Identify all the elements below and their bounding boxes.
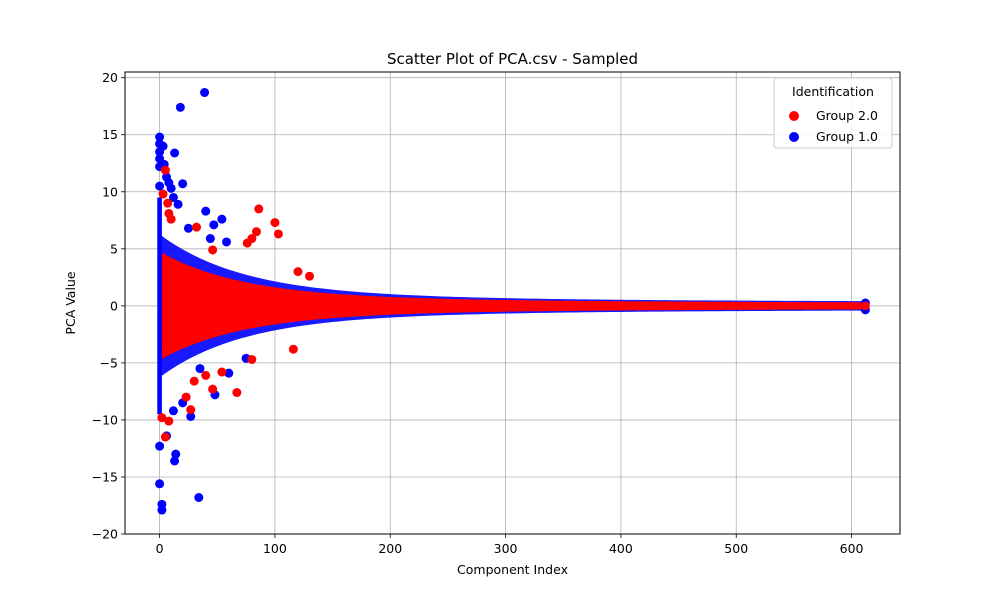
data-point <box>221 237 231 247</box>
data-point <box>157 499 167 509</box>
chart-title: Scatter Plot of PCA.csv - Sampled <box>387 50 638 68</box>
y-tick-label: −20 <box>92 527 118 542</box>
x-tick-label: 300 <box>494 541 518 556</box>
legend: Identification Group 2.0 Group 1.0 <box>773 77 893 149</box>
data-point <box>166 183 176 193</box>
data-point <box>208 384 218 394</box>
y-tick-label: −5 <box>100 355 118 370</box>
data-point <box>163 198 173 208</box>
data-point <box>155 132 165 142</box>
density-band-left <box>157 197 162 415</box>
data-point <box>247 354 257 364</box>
legend-marker-group-1 <box>789 132 799 142</box>
x-tick-label: 600 <box>840 541 864 556</box>
data-point <box>170 148 180 158</box>
data-point <box>189 376 199 386</box>
legend-box <box>773 77 893 149</box>
data-point <box>164 416 174 426</box>
data-point <box>168 192 178 202</box>
x-tick-label: 400 <box>609 541 633 556</box>
data-point <box>254 204 264 214</box>
data-point <box>173 199 183 209</box>
data-point <box>155 181 165 191</box>
data-point <box>195 364 205 374</box>
y-axis-label: PCA Value <box>63 271 78 334</box>
data-point <box>155 441 165 451</box>
data-point <box>251 227 261 237</box>
y-tick-label: −10 <box>92 412 118 427</box>
data-point <box>209 220 219 230</box>
y-tick-label: 15 <box>102 127 118 142</box>
data-point <box>232 388 242 398</box>
data-point <box>217 214 227 224</box>
data-point <box>293 267 303 277</box>
data-point <box>201 370 211 380</box>
data-point <box>160 432 170 442</box>
legend-label-group-1: Group 1.0 <box>816 129 878 144</box>
data-point <box>186 412 196 422</box>
data-point <box>175 102 185 112</box>
data-point <box>157 413 167 423</box>
data-point <box>270 218 280 228</box>
data-point <box>168 406 178 416</box>
scatter-points <box>155 88 870 515</box>
data-point <box>200 88 210 98</box>
legend-label-group-2: Group 2.0 <box>816 108 878 123</box>
data-point <box>170 456 180 466</box>
data-point <box>171 449 181 459</box>
data-point <box>273 229 283 239</box>
y-tick-label: 10 <box>102 184 118 199</box>
data-point <box>178 179 188 189</box>
y-tick-label: 0 <box>110 298 118 313</box>
data-point <box>166 214 176 224</box>
y-tick-label: 20 <box>102 70 118 85</box>
data-point <box>192 222 202 232</box>
density-band-red <box>159 251 866 359</box>
x-axis-label: Component Index <box>457 562 568 577</box>
y-tick-label: −15 <box>92 469 118 484</box>
axis-ticks: 0 100 200 300 400 500 600 −20 −15 −10 −5 0 5 10 15 20 <box>92 70 864 556</box>
y-tick-label: 5 <box>110 241 118 256</box>
data-point <box>183 223 193 233</box>
data-point <box>288 344 298 354</box>
data-point <box>217 367 227 377</box>
data-point <box>155 479 165 489</box>
plot-frame <box>124 71 901 535</box>
data-point <box>242 238 252 248</box>
data-point <box>194 492 204 502</box>
scatter-density-band <box>157 197 866 415</box>
data-point <box>158 141 168 151</box>
data-point <box>205 234 215 244</box>
data-point <box>305 271 315 281</box>
data-point <box>158 189 168 199</box>
data-point <box>160 165 170 175</box>
data-point <box>224 368 234 378</box>
data-point <box>208 245 218 255</box>
x-tick-label: 100 <box>263 541 287 556</box>
data-point <box>186 405 196 415</box>
x-tick-label: 0 <box>156 541 164 556</box>
legend-marker-group-2 <box>789 111 799 121</box>
data-point <box>201 206 211 216</box>
data-point <box>860 301 870 311</box>
x-tick-label: 200 <box>378 541 402 556</box>
legend-title: Identification <box>792 84 874 99</box>
x-tick-label: 500 <box>724 541 748 556</box>
data-point <box>181 392 191 402</box>
